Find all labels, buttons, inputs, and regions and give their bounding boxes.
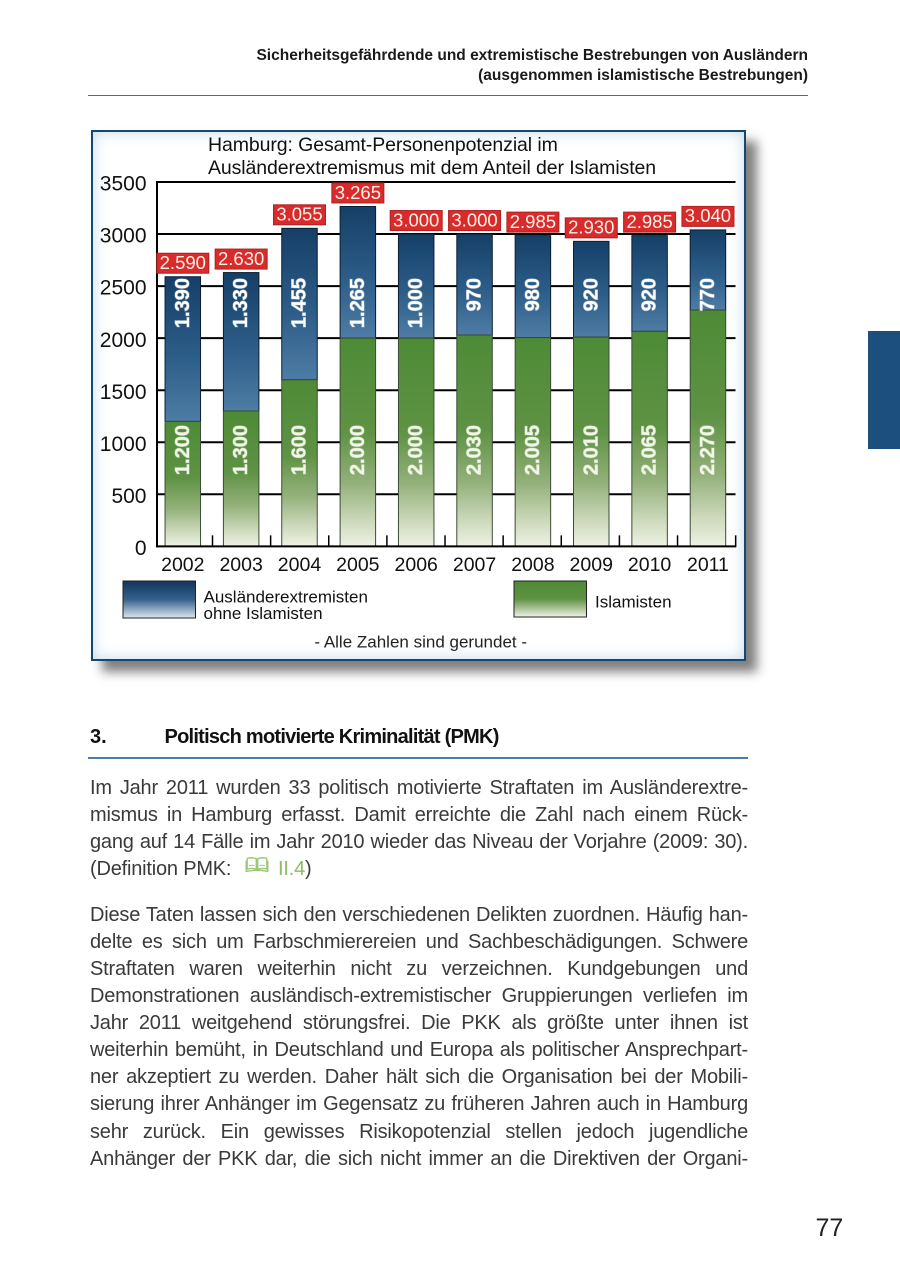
svg-text:980: 980 — [522, 278, 544, 311]
svg-text:1.265: 1.265 — [347, 278, 369, 328]
svg-text:3.040: 3.040 — [685, 205, 731, 226]
svg-text:2.630: 2.630 — [218, 248, 264, 269]
svg-text:Ausländerextremismus mit dem A: Ausländerextremismus mit dem Anteil der … — [208, 157, 656, 179]
svg-text:1500: 1500 — [100, 381, 147, 404]
svg-text:- Alle Zahlen sind gerundet -: - Alle Zahlen sind gerundet - — [314, 633, 527, 652]
svg-text:2.270: 2.270 — [697, 425, 719, 475]
svg-text:770: 770 — [697, 278, 719, 311]
svg-text:2011: 2011 — [687, 554, 729, 576]
svg-text:3.000: 3.000 — [451, 209, 497, 230]
svg-text:1.000: 1.000 — [405, 278, 427, 328]
svg-text:2005: 2005 — [336, 554, 380, 576]
svg-text:1000: 1000 — [100, 433, 147, 456]
svg-text:Ausländerextremisten: Ausländerextremisten — [204, 587, 368, 606]
svg-text:2007: 2007 — [453, 554, 496, 576]
svg-text:2.985: 2.985 — [626, 211, 672, 232]
svg-text:1.330: 1.330 — [230, 278, 252, 328]
svg-text:3.055: 3.055 — [276, 204, 322, 225]
svg-text:2002: 2002 — [161, 554, 204, 576]
svg-text:500: 500 — [111, 485, 146, 508]
svg-text:1.300: 1.300 — [230, 425, 252, 475]
svg-text:2.065: 2.065 — [639, 425, 661, 475]
svg-text:2004: 2004 — [278, 554, 322, 576]
svg-text:2.010: 2.010 — [580, 425, 602, 475]
svg-text:2009: 2009 — [570, 554, 613, 576]
svg-text:2.930: 2.930 — [568, 217, 614, 238]
svg-text:2.000: 2.000 — [347, 425, 369, 475]
svg-text:2008: 2008 — [511, 554, 554, 576]
svg-text:3500: 3500 — [100, 173, 147, 196]
svg-text:2003: 2003 — [219, 554, 262, 576]
svg-text:1.200: 1.200 — [172, 425, 194, 475]
svg-text:2.005: 2.005 — [522, 425, 544, 475]
svg-text:2.030: 2.030 — [464, 425, 486, 475]
svg-text:2.985: 2.985 — [510, 211, 556, 232]
svg-text:2000: 2000 — [100, 329, 147, 352]
svg-text:2006: 2006 — [395, 554, 438, 576]
svg-text:1.390: 1.390 — [172, 278, 194, 328]
svg-text:2.590: 2.590 — [160, 252, 206, 273]
svg-text:3000: 3000 — [100, 225, 147, 248]
svg-text:920: 920 — [639, 278, 661, 311]
svg-text:2500: 2500 — [100, 277, 147, 300]
svg-text:0: 0 — [135, 537, 147, 560]
svg-text:1.600: 1.600 — [289, 425, 311, 475]
svg-text:1.455: 1.455 — [289, 278, 311, 328]
svg-text:970: 970 — [464, 278, 486, 311]
svg-text:2010: 2010 — [628, 554, 672, 576]
svg-text:3.265: 3.265 — [335, 182, 381, 203]
svg-text:Islamisten: Islamisten — [595, 593, 672, 612]
svg-text:920: 920 — [580, 278, 602, 311]
svg-text:2.000: 2.000 — [405, 425, 427, 475]
svg-text:Hamburg: Gesamt-Personenpotenz: Hamburg: Gesamt-Personenpotenzial im — [208, 134, 558, 156]
svg-text:ohne Islamisten: ohne Islamisten — [204, 604, 323, 623]
svg-text:3.000: 3.000 — [393, 209, 439, 230]
